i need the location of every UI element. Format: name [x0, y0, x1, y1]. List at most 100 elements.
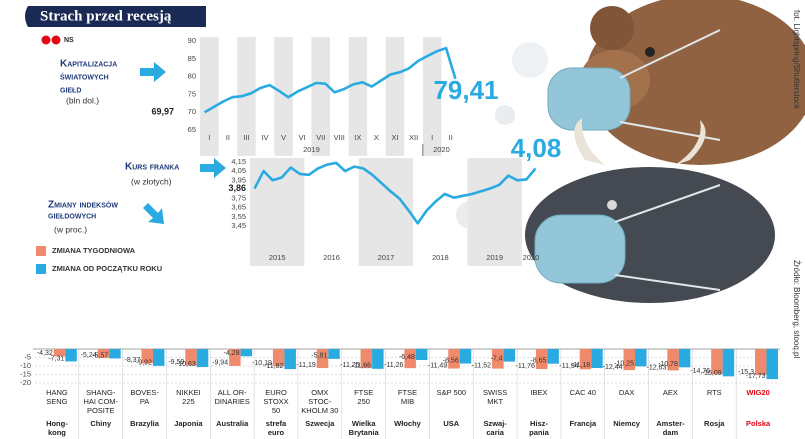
year-label: 2020: [433, 145, 450, 154]
chart-title: Zmiany indeksów: [48, 200, 118, 211]
chart-subtitle: (w proc.): [54, 224, 87, 234]
category-label: 50: [272, 406, 280, 415]
value-label: -4,28: [224, 350, 240, 357]
source-credit: Źródło: Bloomberg, stooq.pl: [792, 260, 801, 358]
illustration: [456, 0, 805, 303]
bar: [755, 349, 767, 376]
bar: [372, 349, 384, 369]
y-tick-label: 65: [188, 125, 196, 134]
x-tick-label: 2019: [486, 253, 503, 262]
value-label: -12,63: [646, 364, 666, 371]
title-banner: [25, 6, 206, 27]
icon: [51, 35, 61, 45]
icon: [41, 35, 51, 45]
bar: [535, 349, 548, 369]
value-label: -15,3: [738, 369, 754, 376]
group-label: caria: [486, 428, 504, 437]
x-tick-label: VI: [299, 133, 306, 142]
month-band: [237, 37, 256, 156]
chart-title: giełdowych: [48, 211, 96, 222]
arrow: [200, 158, 226, 178]
group-label: Hisz-: [530, 419, 548, 428]
y-tick-label: 90: [188, 36, 196, 45]
bar: [678, 349, 691, 368]
arrow: [140, 62, 166, 82]
y-tick-label: 80: [188, 72, 196, 81]
bear-mask: [547, 67, 631, 131]
x-tick-label: II: [226, 133, 230, 142]
legend-label: ZMIANA TYGODNIOWA: [52, 246, 136, 255]
category-label: 225: [182, 397, 195, 406]
bar: [503, 349, 516, 362]
bar: [415, 349, 428, 361]
value-label: -7,31: [48, 355, 64, 362]
group-label: USA: [443, 419, 459, 428]
category-label: WIG20: [746, 388, 769, 397]
category-label: BOVES-: [130, 388, 159, 397]
chart-title: giełd: [60, 85, 81, 96]
value-label: -9,59: [168, 359, 184, 366]
chart-title: światowych: [60, 72, 109, 83]
group-label: Hong-: [46, 419, 68, 428]
group-label: Niemcy: [613, 419, 641, 428]
y-tick-label: -20: [20, 378, 31, 387]
bull-horn: [574, 118, 605, 165]
bar: [766, 349, 778, 380]
x-tick-label: IX: [354, 133, 361, 142]
value-label: -11,19: [296, 362, 315, 369]
x-tick-label: III: [243, 133, 249, 142]
bar: [459, 349, 472, 364]
month-band: [250, 158, 305, 266]
value-label: -6,48: [399, 354, 415, 361]
mask-strap: [619, 29, 721, 79]
category-label: RTS: [707, 388, 722, 397]
y-tick-label: 3,95: [231, 175, 246, 184]
x-tick-label: I: [431, 133, 433, 142]
bar: [722, 349, 735, 377]
bar: [65, 349, 77, 362]
value-label: -16,09: [702, 370, 722, 377]
month-band: [358, 158, 414, 266]
bear-eye: [645, 47, 655, 57]
group-label: pania: [529, 428, 549, 437]
bear-head: [585, 0, 805, 165]
bar: [284, 349, 296, 370]
category-label: KHOLM 30: [301, 406, 338, 415]
value-label: -11,52: [472, 362, 491, 369]
year-label: 2019: [303, 145, 320, 154]
author: NS: [64, 37, 74, 44]
category-label: HAI COM-: [83, 397, 118, 406]
bar: [53, 349, 66, 357]
value-label: -9,92: [136, 360, 152, 367]
chart-subtitle: (bln dol.): [66, 95, 99, 105]
bar: [623, 349, 636, 371]
start-value-label: 3,86: [228, 183, 246, 193]
group-label: Włochy: [394, 419, 421, 428]
value-label: -11,49: [428, 362, 447, 369]
mask-strap: [614, 274, 721, 291]
value-label: -4,32: [37, 350, 53, 357]
value-label: -5,57: [92, 352, 108, 359]
data-line: [253, 161, 537, 225]
group-label: Australia: [216, 419, 249, 428]
value-label: -5,24: [81, 352, 97, 359]
value-label: -8,37: [125, 357, 141, 364]
bar: [141, 349, 153, 364]
category-label: AEX: [663, 388, 678, 397]
value-label: -11,94: [559, 363, 578, 370]
x-tick-label: V: [281, 133, 286, 142]
x-tick-label: X: [374, 133, 379, 142]
group-label: Rosja: [704, 419, 725, 428]
group-label: Japonia: [174, 419, 203, 428]
bar: [579, 349, 592, 370]
bull-eye: [607, 200, 617, 210]
x-tick-label: 2015: [269, 253, 286, 262]
category-label: FTSE: [354, 388, 373, 397]
bar: [448, 349, 460, 369]
legend-swatch: [36, 264, 46, 274]
group-label: Polska: [746, 419, 771, 428]
group-label: Brytania: [349, 428, 380, 437]
end-value-label: 4,08: [511, 133, 562, 163]
category-label: FTSE: [398, 388, 417, 397]
category-label: DINARIES: [214, 397, 249, 406]
